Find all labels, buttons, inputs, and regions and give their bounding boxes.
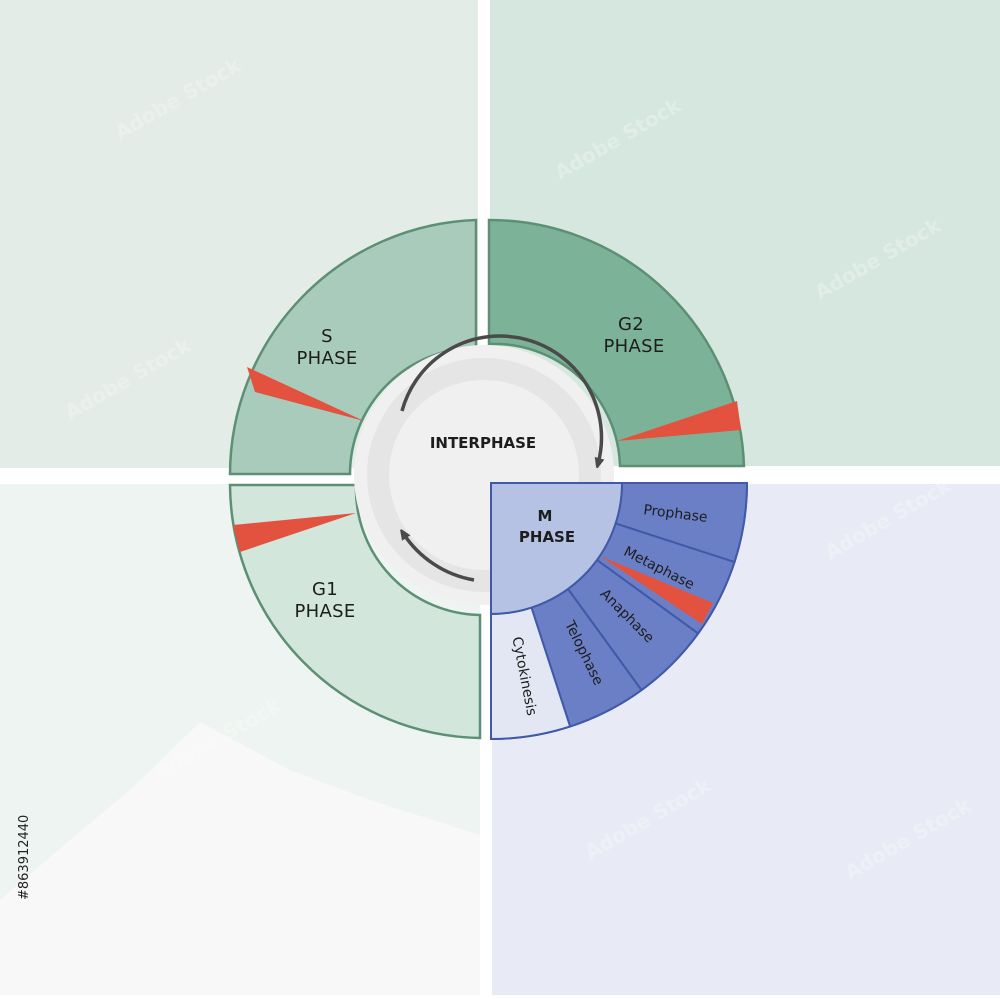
- m-phase-center: [490, 482, 624, 616]
- g1-phase-checkpoint: [233, 513, 356, 552]
- g2-phase-label-2: PHASE: [603, 336, 664, 357]
- m-phase-block: [490, 482, 749, 741]
- m-phase-checkpoint: [600, 556, 713, 624]
- s-phase-segment: [228, 218, 478, 476]
- arrow-left-icon: [403, 533, 475, 582]
- g1-phase-label-1: G1: [312, 579, 338, 600]
- bg-bottom-left-mountain: [0, 722, 480, 995]
- g1-phase-label-2: PHASE: [294, 601, 355, 622]
- s-phase-label-2: PHASE: [296, 348, 357, 369]
- m-phase-wedges: [490, 482, 749, 741]
- m-phase-label-2: PHASE: [519, 528, 575, 546]
- s-phase-label-1: S: [321, 326, 333, 347]
- interphase-ring: [228, 218, 746, 740]
- g1-phase-segment: [228, 483, 482, 740]
- s-phase-checkpoint: [247, 367, 364, 421]
- stock-id: #863912440: [17, 815, 32, 900]
- subphase-prophase: Prophase: [643, 502, 709, 526]
- g2-phase-label-1: G2: [618, 314, 644, 335]
- g2-phase-checkpoint: [617, 401, 741, 441]
- interphase-label: INTERPHASE: [430, 434, 536, 452]
- interphase-inner-ring: [367, 358, 601, 592]
- g2-phase-segment: [487, 218, 746, 468]
- arrow-top-icon: [400, 334, 602, 464]
- m-phase-label-1: M: [538, 507, 553, 525]
